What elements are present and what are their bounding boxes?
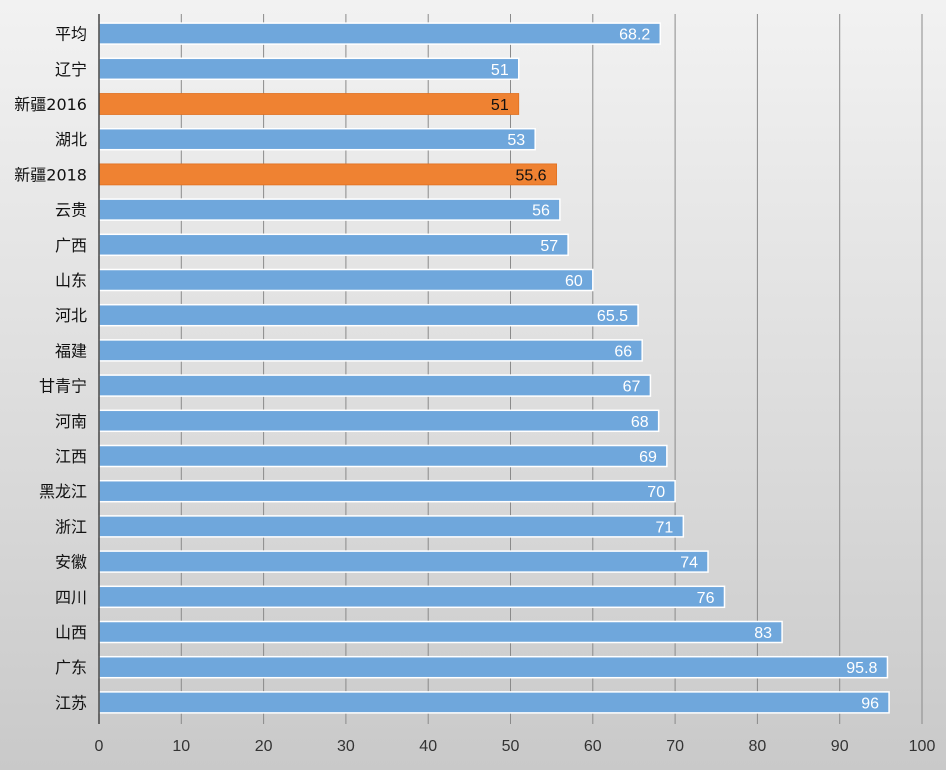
category-label-甘青宁: 甘青宁 (39, 377, 87, 396)
value-label-甘青宁: 67 (623, 379, 641, 396)
grid-lines (180, 14, 923, 724)
category-label-河北: 河北 (55, 306, 87, 325)
bar-云贵 (98, 198, 561, 221)
bar-安徽 (98, 550, 709, 573)
category-label-云贵: 云贵 (55, 201, 87, 220)
bar-平均 (98, 22, 662, 45)
category-label-浙江: 浙江 (55, 517, 87, 536)
x-tick-label-40: 40 (419, 738, 437, 755)
x-tick-label-60: 60 (584, 738, 602, 755)
value-label-福建: 66 (614, 343, 632, 360)
bars: 68.2 51 51 53 55.6 56 57 60 65.5 66 67 68 69 70 71 74 76… (98, 22, 890, 714)
category-label-辽宁: 辽宁 (55, 60, 87, 79)
value-label-河南: 68 (631, 414, 649, 431)
value-label-山东: 60 (565, 273, 583, 290)
bar-新疆2018 (98, 163, 557, 186)
value-label-山西: 83 (754, 625, 772, 642)
bar-甘青宁 (98, 374, 652, 397)
value-label-安徽: 74 (680, 555, 698, 572)
value-label-江苏: 96 (861, 695, 879, 712)
category-label-新疆2016: 新疆2016 (14, 95, 87, 114)
value-label-四川: 76 (697, 590, 715, 607)
bar-黑龙江 (98, 479, 676, 503)
value-label-广东: 95.8 (846, 660, 877, 677)
category-label-四川: 四川 (55, 588, 87, 607)
x-tick-label-70: 70 (666, 738, 684, 755)
value-label-河北: 65.5 (597, 308, 628, 325)
bar-浙江 (98, 515, 685, 538)
bar-江西 (98, 444, 668, 468)
value-label-湖北: 53 (507, 132, 525, 149)
value-label-平均: 68.2 (619, 27, 650, 44)
bar-河北 (98, 303, 639, 327)
value-label-江西: 69 (639, 449, 657, 466)
x-tick-label-10: 10 (172, 738, 190, 755)
category-label-江西: 江西 (55, 447, 87, 466)
x-tick-label-80: 80 (749, 738, 767, 755)
bar-山东 (98, 268, 594, 292)
category-label-河南: 河南 (55, 412, 87, 431)
bar-广西 (98, 233, 569, 257)
category-label-黑龙江: 黑龙江 (39, 482, 87, 501)
category-label-山西: 山西 (55, 623, 87, 642)
x-tick-label-0: 0 (95, 738, 104, 755)
bar-河南 (98, 409, 660, 433)
value-label-浙江: 71 (656, 519, 674, 536)
bar-四川 (98, 585, 726, 609)
x-tick-labels: 0 10 20 30 40 50 60 70 80 90 100 (95, 738, 936, 755)
category-label-湖北: 湖北 (55, 130, 87, 149)
bar-福建 (98, 339, 643, 362)
category-label-平均: 平均 (55, 25, 87, 44)
value-label-黑龙江: 70 (647, 484, 665, 501)
x-tick-label-50: 50 (502, 738, 520, 755)
x-tick-label-90: 90 (831, 738, 849, 755)
bar-山西 (98, 620, 783, 644)
x-tick-label-100: 100 (909, 738, 936, 755)
value-label-云贵: 56 (532, 203, 550, 220)
category-label-山东: 山东 (55, 271, 87, 290)
category-label-安徽: 安徽 (55, 553, 87, 572)
bar-新疆2016 (98, 93, 520, 115)
category-label-广东: 广东 (55, 658, 87, 677)
x-tick-label-20: 20 (255, 738, 273, 755)
category-label-新疆2018: 新疆2018 (14, 165, 87, 184)
value-label-新疆2016: 51 (491, 97, 509, 114)
category-label-江苏: 江苏 (55, 693, 87, 712)
value-label-辽宁: 51 (491, 62, 509, 79)
bar-江苏 (98, 691, 890, 714)
value-label-广西: 57 (540, 238, 558, 255)
bar-湖北 (98, 127, 536, 151)
bar-广东 (98, 655, 889, 679)
x-tick-label-30: 30 (337, 738, 355, 755)
category-label-广西: 广西 (55, 236, 87, 255)
category-label-福建: 福建 (55, 341, 87, 360)
bar-辽宁 (98, 57, 520, 81)
value-label-新疆2018: 55.6 (515, 167, 546, 184)
